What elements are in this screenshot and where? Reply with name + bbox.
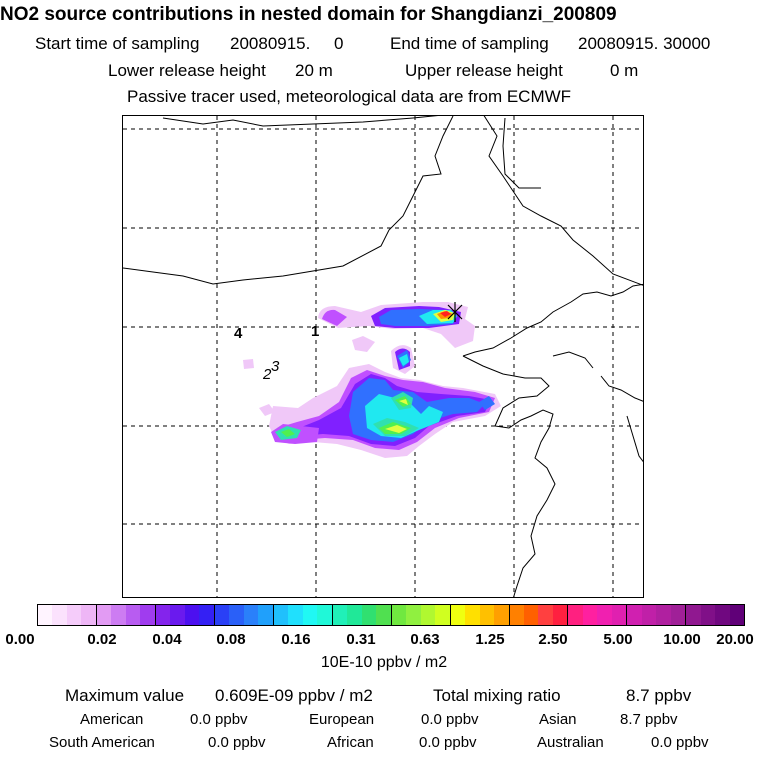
scale-tick-label: 20.00: [716, 631, 754, 648]
color-scale-segment: [288, 605, 303, 625]
region-name: Australian: [537, 734, 604, 751]
map-label-4: 4: [234, 325, 243, 342]
map-label-2: 2: [263, 366, 272, 383]
concentration-plume: [243, 302, 501, 458]
scale-tick-label: 0.00: [5, 631, 35, 648]
color-scale-segment: [465, 605, 480, 625]
color-scale-segment: [170, 605, 185, 625]
region-name: American: [80, 711, 144, 728]
color-scale-segment: [670, 605, 686, 625]
color-scale-segment: [390, 605, 407, 625]
start-time-label: Start time of sampling: [35, 34, 200, 53]
color-scale-segment: [700, 605, 716, 625]
color-scale-segment: [656, 605, 671, 625]
map-title: NO2 source contributions in nested domai…: [0, 4, 617, 25]
color-scale-segment: [229, 605, 244, 625]
color-scale-segment: [552, 605, 568, 625]
color-scale-bar: [37, 604, 745, 626]
scale-tick-label: 0.16: [281, 631, 311, 648]
color-scale-segment: [641, 605, 657, 625]
color-scale-segment: [479, 605, 495, 625]
max-value: 0.609E-09 ppbv / m2: [215, 686, 373, 705]
tracer-note: Passive tracer used, meteorological data…: [127, 87, 572, 106]
color-scale-segment: [347, 605, 362, 625]
color-scale-segment: [729, 605, 745, 625]
region-name: African: [327, 734, 374, 751]
scale-tick-label: 5.00: [603, 631, 633, 648]
scale-tick-label: 1.25: [475, 631, 505, 648]
color-scale-segment: [52, 605, 67, 625]
region-value: 0.0 ppbv: [208, 734, 266, 751]
color-scale-segment: [38, 605, 53, 625]
map-panel: [122, 115, 644, 598]
color-scale-segment: [449, 605, 466, 625]
color-scale-segment: [302, 605, 318, 625]
color-scale-segment: [715, 605, 730, 625]
region-name: South American: [49, 734, 155, 751]
region-value: 0.0 ppbv: [419, 734, 477, 751]
color-scale-segment: [140, 605, 155, 625]
scale-tick-label: 0.04: [152, 631, 182, 648]
color-scale-segment: [361, 605, 377, 625]
color-scale-segment: [626, 605, 642, 625]
region-value: 0.0 ppbv: [190, 711, 248, 728]
color-scale-segment: [523, 605, 539, 625]
start-time-value: 20080915. 0: [230, 34, 344, 53]
color-scale-segment: [420, 605, 436, 625]
upper-release-value: 0 m: [610, 61, 639, 80]
color-scale-segment: [508, 605, 524, 625]
lower-release-value: 20 m: [295, 61, 333, 80]
scale-tick-label: 0.63: [410, 631, 440, 648]
total-mixing-label: Total mixing ratio: [433, 686, 561, 705]
color-scale-segment: [258, 605, 273, 625]
map-label-1: 1: [311, 323, 320, 340]
scale-tick-label: 10.00: [663, 631, 701, 648]
region-value: 0.0 ppbv: [421, 711, 479, 728]
color-scale-segment: [154, 605, 171, 625]
region-name: Asian: [539, 711, 577, 728]
color-scale-segment: [567, 605, 583, 625]
upper-release-label: Upper release height: [405, 61, 563, 80]
lower-release-label: Lower release height: [108, 61, 266, 80]
region-value: 0.0 ppbv: [651, 734, 709, 751]
color-scale-segment: [81, 605, 96, 625]
map-label-3: 3: [271, 358, 280, 375]
color-scale-segment: [376, 605, 391, 625]
map-canvas: [123, 116, 643, 597]
coastlines: [123, 116, 643, 597]
color-scale-segment: [199, 605, 214, 625]
color-scale-segment: [272, 605, 289, 625]
end-time-value: 20080915. 30000: [578, 34, 711, 53]
color-scale-segment: [125, 605, 141, 625]
color-scale-segment: [435, 605, 450, 625]
region-name: European: [309, 711, 375, 728]
color-scale-segment: [317, 605, 332, 625]
color-scale-segment: [184, 605, 200, 625]
color-scale-segment: [95, 605, 112, 625]
max-value-label: Maximum value: [65, 686, 185, 705]
scale-tick-label: 0.08: [216, 631, 246, 648]
color-scale-segment: [406, 605, 421, 625]
units-label: 10E-10 ppbv / m2: [320, 654, 448, 671]
region-value: 8.7 ppbv: [620, 711, 678, 728]
color-scale-segment: [213, 605, 230, 625]
site-cross-marker: [447, 302, 463, 322]
total-mixing-value: 8.7 ppbv: [626, 686, 692, 705]
scale-tick-label: 2.50: [538, 631, 568, 648]
color-scale-segment: [331, 605, 348, 625]
color-scale-segment: [111, 605, 126, 625]
color-scale-segment: [66, 605, 82, 625]
color-scale-segment: [494, 605, 509, 625]
color-scale-segment: [685, 605, 701, 625]
scale-tick-label: 0.02: [87, 631, 117, 648]
end-time-label: End time of sampling: [390, 34, 549, 53]
color-scale-segment: [611, 605, 627, 625]
color-scale-segment: [582, 605, 598, 625]
graticule: [123, 116, 643, 597]
color-scale-segment: [538, 605, 553, 625]
color-scale-segment: [243, 605, 259, 625]
color-scale-segment: [597, 605, 612, 625]
scale-tick-label: 0.31: [346, 631, 376, 648]
